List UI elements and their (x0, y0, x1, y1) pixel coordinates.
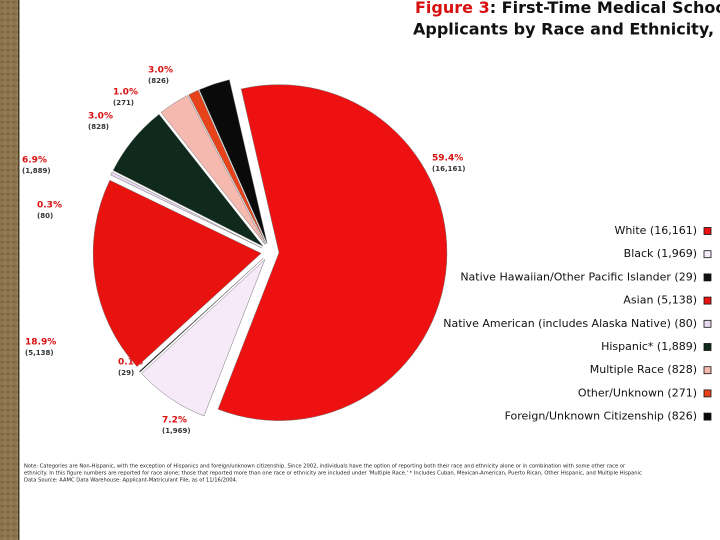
title-text: : First-Time Medical Schoo (490, 0, 720, 17)
legend-label: Native Hawaiian/Other Pacific Islander (… (460, 270, 697, 283)
legend-label: Multiple Race (828) (590, 363, 697, 376)
legend-swatch (703, 412, 712, 421)
slice-count-label: (80) (37, 212, 53, 220)
slice-count-label: (29) (118, 369, 134, 377)
legend-swatch (703, 389, 712, 398)
pie-slice (110, 171, 263, 249)
slice-percent-label: 0.3% (37, 201, 62, 211)
title-line2: Applicants by Race and Ethnicity, 200 (413, 20, 720, 39)
slice-percent-label: 3.0% (88, 112, 113, 122)
slice-percent-label: 6.9% (22, 156, 47, 166)
legend-swatch (703, 319, 712, 328)
legend-swatch (703, 250, 712, 259)
pie-slice (217, 84, 448, 421)
slice-count-label: (1,969) (162, 427, 191, 435)
legend-label: Foreign/Unknown Citizenship (826) (505, 410, 697, 423)
note-line: Note: Categories are Non-Hispanic, with … (24, 464, 626, 470)
legend-label: Asian (5,138) (623, 294, 697, 307)
slice-percent-label: 0.1% (118, 358, 143, 368)
pie-slice (188, 89, 267, 245)
border-edge (18, 0, 20, 540)
pie-slice (160, 94, 266, 245)
title-line1: Figure 3: First-Time Medical Schoo (415, 0, 720, 17)
pie-slice (141, 259, 266, 417)
legend-swatch (703, 343, 712, 351)
title-prefix: Figure 3 (415, 0, 490, 17)
slice-percent-label: 59.4% (432, 154, 463, 164)
pie-slice (92, 179, 262, 367)
legend-label: White (16,161) (614, 224, 697, 237)
legend-swatch (703, 296, 712, 305)
slice-count-label: (828) (88, 123, 109, 131)
pie-slice (138, 257, 264, 373)
pie-slice (198, 79, 268, 244)
legend-label: Black (1,969) (624, 247, 697, 260)
slice-count-label: (5,138) (25, 349, 54, 357)
legend-swatch (703, 273, 712, 282)
slice-count-label: (16,161) (432, 165, 465, 173)
note-line: Data Source: AAMC Data Warehouse: Applic… (24, 478, 238, 484)
slice-percent-label: 7.2% (162, 416, 187, 426)
pie-slice (112, 114, 264, 247)
slice-percent-label: 1.0% (113, 88, 138, 98)
note-line: ethnicity. In this figure numbers are re… (24, 471, 642, 477)
border (0, 0, 18, 540)
legend-swatch (703, 227, 712, 235)
slice-percent-label: 18.9% (25, 338, 56, 348)
legend-label: Other/Unknown (271) (578, 386, 697, 399)
legend-swatch (703, 366, 712, 375)
slice-percent-label: 3.0% (148, 66, 173, 76)
slice-count-label: (271) (113, 99, 134, 107)
slice-count-label: (826) (148, 77, 169, 85)
legend-label: Native American (includes Alaska Native)… (443, 317, 697, 330)
slice-count-label: (1,889) (22, 167, 51, 175)
legend-label: Hispanic* (1,889) (601, 340, 697, 353)
